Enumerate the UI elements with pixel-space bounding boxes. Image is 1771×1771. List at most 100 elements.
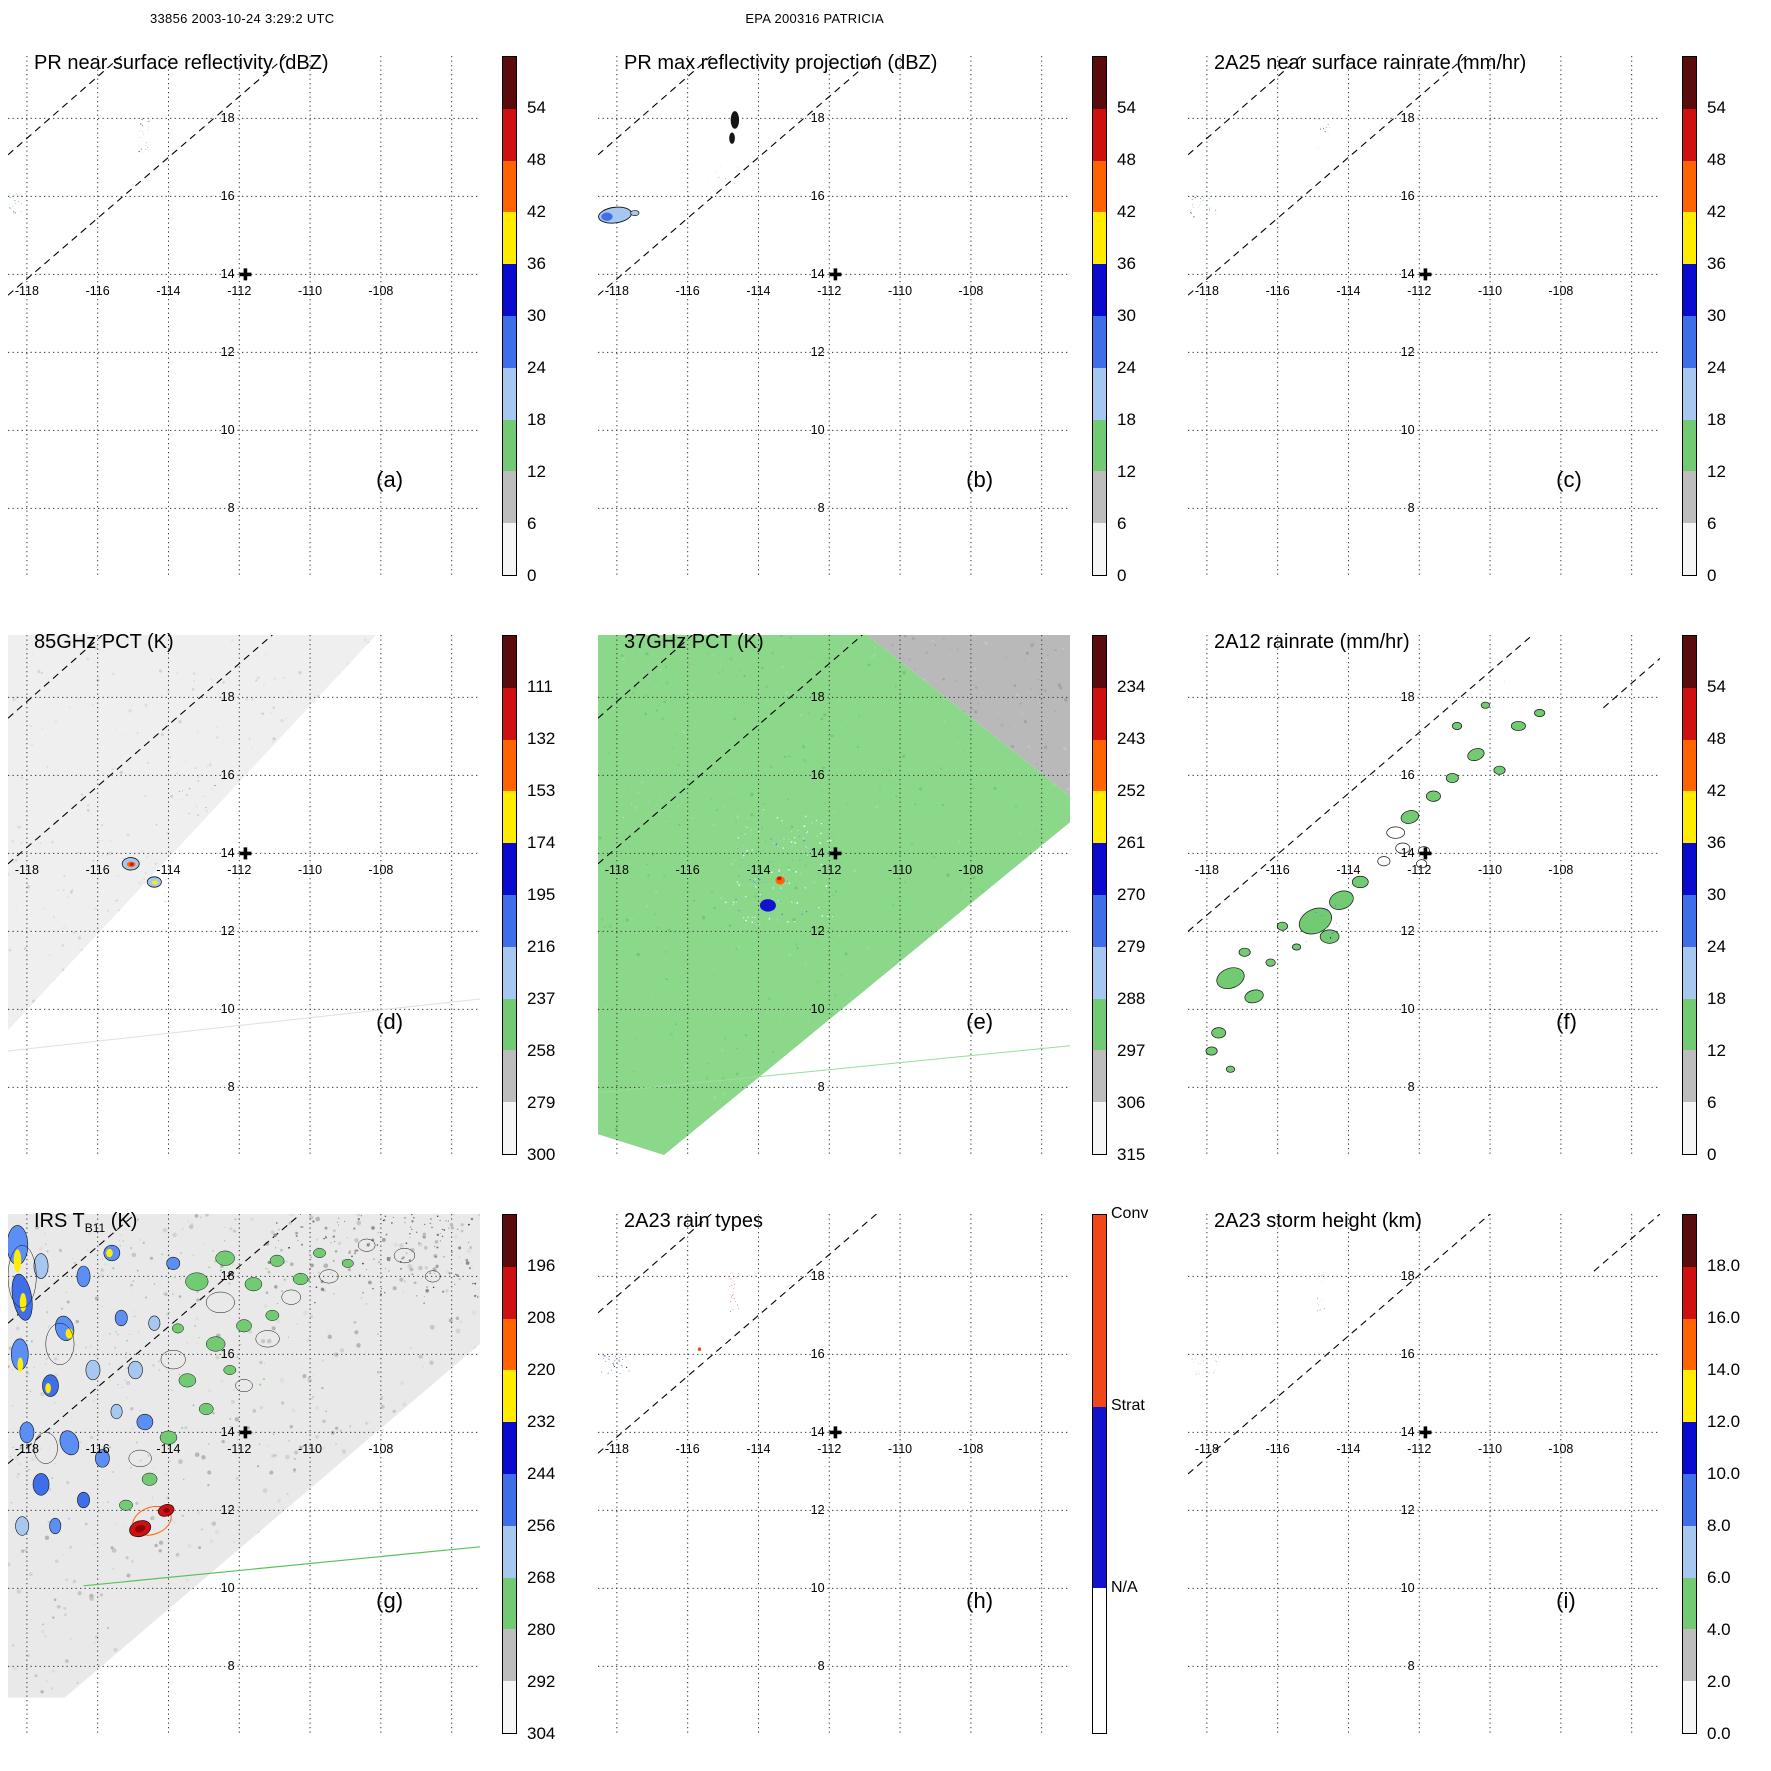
colorbar-bar-i — [1682, 1214, 1697, 1734]
swath-edge-dashed-line — [8, 635, 273, 865]
colorbar-bar-g — [502, 1214, 517, 1734]
lat-tick-label: 14 — [1400, 846, 1415, 861]
map-features — [1191, 1271, 1432, 1439]
colorbar-tick: 237 — [527, 989, 556, 1008]
colorbar-tick: 6 — [1117, 514, 1127, 533]
map-texture — [8, 635, 377, 1031]
colorbar-segment — [503, 160, 516, 213]
lat-tick-label: 8 — [227, 501, 235, 516]
lon-tick-label: -118 — [1194, 863, 1219, 878]
lon-tick-label: -108 — [1548, 1442, 1574, 1457]
lat-tick-label: 18 — [810, 111, 825, 126]
colorbar-segment — [1093, 1050, 1106, 1103]
colorbar-tick: 6.0 — [1707, 1568, 1731, 1587]
colorbar-segment — [503, 687, 516, 740]
colorbar-tick: 300 — [527, 1145, 556, 1164]
lat-tick-label: 18 — [220, 111, 235, 126]
swath-edge-dashed-line — [1593, 1214, 1660, 1272]
colorbar-segment — [503, 1577, 516, 1630]
map-features — [598, 111, 842, 281]
colorbar-bar-h — [1092, 1214, 1107, 1734]
swath-edge-dashed-line — [1188, 56, 1467, 296]
colorbar-tick: 292 — [527, 1672, 556, 1691]
colorbar-segment — [1093, 57, 1106, 109]
lon-tick-label: -114 — [746, 1442, 771, 1457]
lat-tick-label: 16 — [810, 1347, 825, 1362]
panel-h: -118 -116 -114 -112 -110 -108 18 16 14 12 10 8 2A23 … — [590, 1192, 1180, 1771]
map-canvas-i — [1188, 1214, 1660, 1734]
colorbar-segment — [1683, 636, 1696, 688]
lon-tick-label: -108 — [368, 284, 394, 299]
lat-tick-label: 10 — [220, 1002, 235, 1017]
colorbar-segment — [503, 1525, 516, 1578]
map-canvas-e — [598, 635, 1070, 1155]
lat-tick-label: 12 — [810, 924, 825, 939]
figure-header: 33856 2003-10-24 3:29:2 UTC EPA 200316 P… — [0, 0, 1771, 34]
colorbar-segment — [1683, 1370, 1696, 1423]
colorbar-segment — [503, 843, 516, 895]
lon-tick-label: -110 — [888, 1442, 913, 1457]
panel-letter-g: (g) — [376, 1588, 404, 1614]
lat-tick-label: 16 — [1400, 768, 1415, 783]
colorbar-bar-c — [1682, 56, 1697, 576]
colorbar-segment — [503, 1266, 516, 1319]
lon-tick-label: -116 — [675, 1442, 700, 1457]
colorbar-tick: 42 — [1707, 781, 1726, 800]
colorbar-tick: 54 — [1117, 98, 1136, 117]
lon-tick-label: -108 — [958, 1442, 984, 1457]
colorbar-segment — [503, 57, 516, 109]
colorbar-tick: 111 — [527, 677, 553, 696]
colorbar-segment — [1093, 108, 1106, 161]
colorbar-segment — [503, 315, 516, 368]
colorbar-bar-f — [1682, 635, 1697, 1155]
colorbar-segment — [1683, 160, 1696, 213]
colorbar-segment — [503, 998, 516, 1051]
panel-i: -118 -116 -114 -112 -110 -108 18 16 14 12 10 8 2A23 … — [1180, 1192, 1770, 1771]
colorbar-tick: 54 — [527, 98, 546, 117]
title-text: IRS T — [34, 1210, 85, 1232]
reference-cross-marker — [829, 847, 842, 860]
colorbar-tick: 24 — [527, 358, 546, 377]
panel-grid: -118 -116 -114 -112 -110 -108 18 16 14 12 10 8 PR ne… — [0, 34, 1771, 1771]
panel-letter-d: (d) — [376, 1009, 404, 1035]
colorbar-tick: 244 — [527, 1464, 556, 1483]
map-features — [8, 114, 252, 281]
colorbar-segment — [503, 1370, 516, 1423]
lat-tick-label: 8 — [227, 1659, 235, 1674]
colorbar-segment — [1093, 1102, 1106, 1154]
lon-tick-label: -112 — [227, 284, 252, 299]
colorbar-segment — [1683, 946, 1696, 999]
colorbar-d: 111 132 153 174 195 216 237 258 279 300 — [502, 635, 588, 1164]
colorbar-segment — [1683, 264, 1696, 316]
colorbar-bar-e — [1092, 635, 1107, 1155]
colorbar-tick: 12 — [1707, 1041, 1726, 1060]
colorbar-b: 54 48 42 36 30 24 18 12 6 0 — [1092, 56, 1178, 585]
panel-letter-b: (b) — [966, 466, 994, 492]
colorbar-tick: 132 — [527, 729, 556, 748]
colorbar-segment — [503, 471, 516, 524]
colorbar-g: 196 208 220 232 244 256 268 280 292 304 — [502, 1214, 588, 1743]
map-e: -118 -116 -114 -112 -110 -108 18 16 14 12 10 8 37GHz… — [598, 631, 1070, 1155]
reference-cross-marker — [239, 1426, 252, 1439]
colorbar-tick: 216 — [527, 937, 556, 956]
map-graticule — [598, 56, 1070, 576]
colorbar-segment — [503, 419, 516, 472]
lon-tick-label: -118 — [14, 863, 39, 878]
map-h: -118 -116 -114 -112 -110 -108 18 16 14 12 10 8 2A23 … — [598, 1210, 1070, 1734]
lon-tick-label: -116 — [85, 863, 110, 878]
colorbar-tick: 36 — [1707, 833, 1726, 852]
colorbar-tick: 48 — [1707, 150, 1726, 169]
colorbar-tick: 54 — [1707, 677, 1726, 696]
colorbar-segment — [503, 108, 516, 161]
colorbar-tick: 8.0 — [1707, 1516, 1731, 1535]
colorbar-segment — [1683, 1422, 1696, 1474]
lat-tick-label: 14 — [810, 846, 825, 861]
colorbar-segment — [1683, 1215, 1696, 1267]
lon-tick-label: -116 — [1265, 1442, 1290, 1457]
lat-tick-label: 8 — [817, 501, 825, 516]
lon-tick-label: -114 — [746, 284, 771, 299]
lat-tick-label: 14 — [1400, 267, 1415, 282]
colorbar-segment — [503, 1629, 516, 1682]
colorbar-tick: 12.0 — [1707, 1412, 1741, 1431]
panel-title-h: 2A23 rain types — [624, 1210, 763, 1232]
